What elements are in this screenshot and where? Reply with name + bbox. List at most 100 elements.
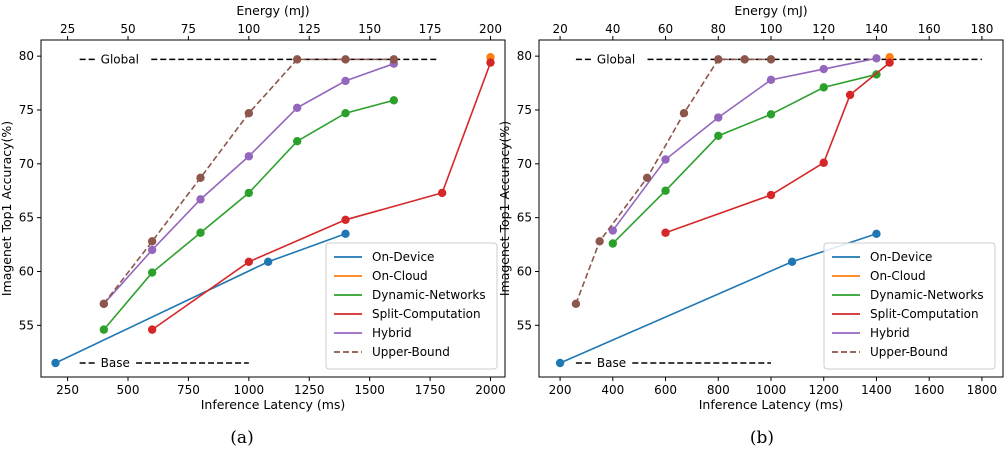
x2-axis-label: Energy (mJ) (236, 3, 309, 18)
x-tick-label: 1250 (294, 383, 325, 397)
data-point (147, 245, 157, 255)
plot-frame (40, 39, 506, 378)
x-tick-label: 1800 (967, 383, 998, 397)
x2-tick-label: 75 (181, 22, 196, 36)
x-tick-label: 500 (117, 383, 140, 397)
x2-tick-label: 100 (760, 22, 783, 36)
series-dynamic-networks (99, 96, 399, 334)
x-tick-label: 200 (549, 383, 572, 397)
legend: On-Device On-Cloud Dynamic-Networks Split-C… (325, 242, 498, 370)
data-point (555, 358, 565, 368)
series-upper-bound (99, 55, 399, 308)
y-tick-label: 70 (19, 157, 34, 171)
legend-label: Split-Computation (870, 307, 979, 321)
data-point (341, 109, 350, 118)
legend-label: Hybrid (870, 326, 910, 340)
data-point (99, 325, 109, 334)
data-point (147, 268, 157, 277)
data-point (292, 103, 302, 113)
legend-label: Split-Computation (372, 307, 481, 321)
legend-box (325, 242, 498, 370)
data-point (389, 55, 399, 64)
y-tick-label: 80 (517, 49, 532, 63)
series-line-hybrid (612, 57, 877, 232)
data-point (787, 257, 797, 266)
data-point (244, 257, 254, 266)
data-point (872, 54, 881, 63)
data-point (196, 195, 205, 204)
data-point (341, 229, 350, 239)
x2-tick-label: 120 (812, 22, 835, 36)
data-point (608, 239, 618, 248)
legend-label: On-Device (372, 250, 434, 264)
data-point (872, 229, 881, 239)
panel-caption: (b) (750, 428, 774, 448)
x-tick-label: 400 (601, 383, 624, 397)
legend-box (823, 242, 996, 370)
y-tick-label: 75 (19, 103, 34, 117)
series-line-split-computation (665, 61, 891, 234)
series-upper-bound (571, 55, 776, 308)
series-dynamic-networks (608, 70, 881, 248)
data-point (389, 96, 399, 105)
data-point (595, 237, 604, 246)
data-point (244, 152, 254, 161)
data-point (292, 137, 302, 146)
data-point (766, 75, 776, 85)
data-point (885, 58, 894, 67)
x-tick-label: 2000 (475, 383, 506, 397)
x2-tick-label: 175 (419, 22, 442, 36)
data-point (99, 299, 109, 308)
series-hybrid (608, 54, 881, 235)
reference-label-global: Global (101, 52, 139, 66)
data-point (196, 228, 205, 237)
chart-panel-b: 200 400 600 800 1000 1200 1400 1600 1800 20 40 60 80… (497, 3, 1004, 448)
data-point (714, 131, 723, 141)
x2-tick-label: 180 (970, 22, 993, 36)
legend-label: Dynamic-Networks (870, 288, 984, 302)
reference-label-base: Base (597, 356, 626, 370)
y-tick-label: 60 (517, 264, 532, 278)
data-point (244, 109, 254, 118)
x2-axis-label: Energy (mJ) (734, 3, 807, 18)
data-point (819, 83, 828, 92)
x-axis-label: Inference Latency (ms) (699, 397, 844, 412)
legend-label: Dynamic-Networks (372, 288, 486, 302)
data-point (437, 188, 447, 198)
data-point (292, 55, 302, 64)
data-point (714, 55, 723, 64)
x2-tick-label: 160 (918, 22, 941, 36)
x-tick-label: 1000 (234, 383, 265, 397)
data-point (147, 237, 157, 246)
y-axis-label: Imagenet Top1 Accuracy(%) (0, 121, 14, 296)
y-tick-label: 70 (517, 157, 532, 171)
x2-tick-label: 50 (120, 22, 135, 36)
data-point (766, 55, 776, 64)
y-tick-label: 60 (19, 264, 34, 278)
data-point (341, 76, 350, 86)
x2-tick-label: 150 (358, 22, 381, 36)
y-tick-label: 80 (19, 49, 34, 63)
legend-label: Upper-Bound (870, 345, 948, 359)
reference-label-base: Base (101, 356, 130, 370)
series-on-device (51, 229, 350, 368)
data-point (642, 173, 652, 183)
x2-tick-label: 125 (298, 22, 321, 36)
data-point (341, 215, 350, 225)
y-axis-label: Imagenet Top1 Accuracy(%) (497, 121, 512, 296)
x2-tick-label: 140 (865, 22, 888, 36)
x-axis-label: Inference Latency (ms) (201, 397, 346, 412)
data-point (766, 110, 776, 119)
data-point (679, 109, 689, 118)
legend-label: On-Cloud (372, 269, 428, 283)
x-tick-label: 1200 (808, 383, 839, 397)
y-tick-label: 55 (517, 318, 532, 332)
series-line-on-device (55, 233, 346, 364)
data-point (661, 186, 670, 195)
data-point (714, 113, 723, 122)
data-point (608, 226, 618, 235)
data-point (766, 190, 776, 200)
series-line-dynamic-networks (612, 73, 877, 245)
legend-label: On-Device (870, 250, 932, 264)
